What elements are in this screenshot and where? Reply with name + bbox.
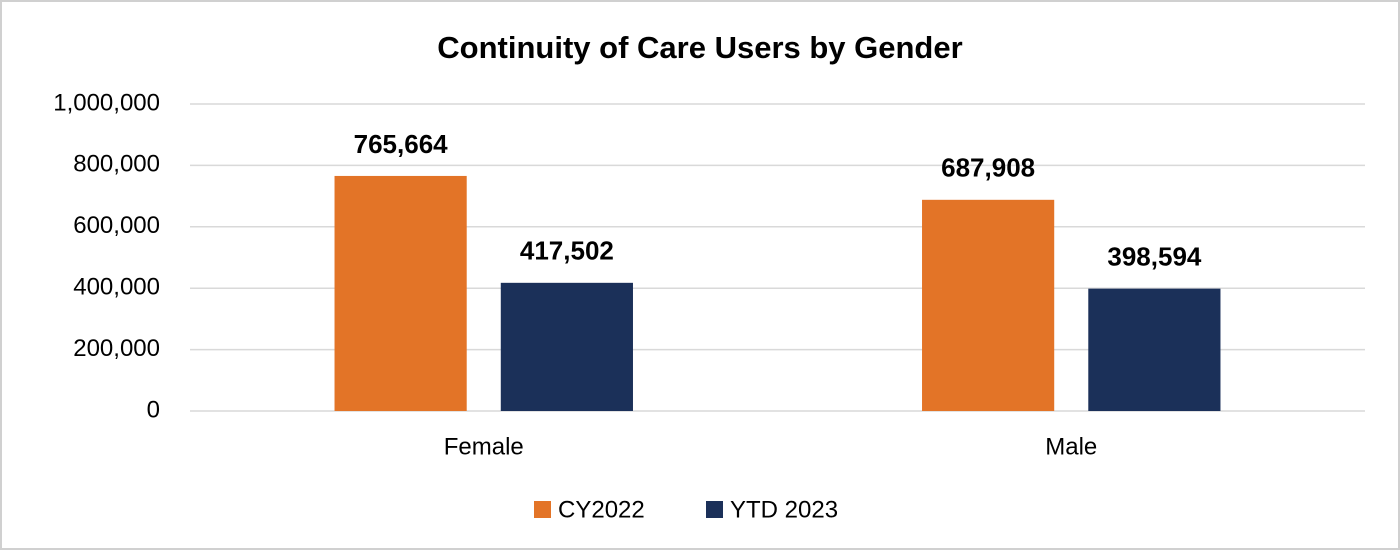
data-label: 398,594 <box>1107 242 1202 272</box>
legend-label: YTD 2023 <box>730 496 838 523</box>
data-label: 417,502 <box>520 236 614 266</box>
x-tick-label: Female <box>444 433 524 460</box>
y-tick-label: 200,000 <box>73 335 160 362</box>
bar <box>334 175 467 411</box>
bar <box>922 199 1055 411</box>
bar <box>1088 288 1221 411</box>
y-tick-label: 1,000,000 <box>53 89 160 116</box>
x-tick-label: Male <box>1045 433 1097 460</box>
legend-swatch <box>534 501 551 518</box>
data-label: 765,664 <box>354 129 449 159</box>
chart-title: Continuity of Care Users by Gender <box>437 30 962 65</box>
legend-label: CY2022 <box>558 496 645 523</box>
y-tick-label: 800,000 <box>73 151 160 178</box>
data-label: 687,908 <box>941 153 1035 183</box>
bar <box>500 282 633 411</box>
y-tick-label: 400,000 <box>73 274 160 301</box>
legend-swatch <box>706 501 723 518</box>
y-tick-label: 0 <box>147 396 160 423</box>
y-tick-label: 600,000 <box>73 212 160 239</box>
